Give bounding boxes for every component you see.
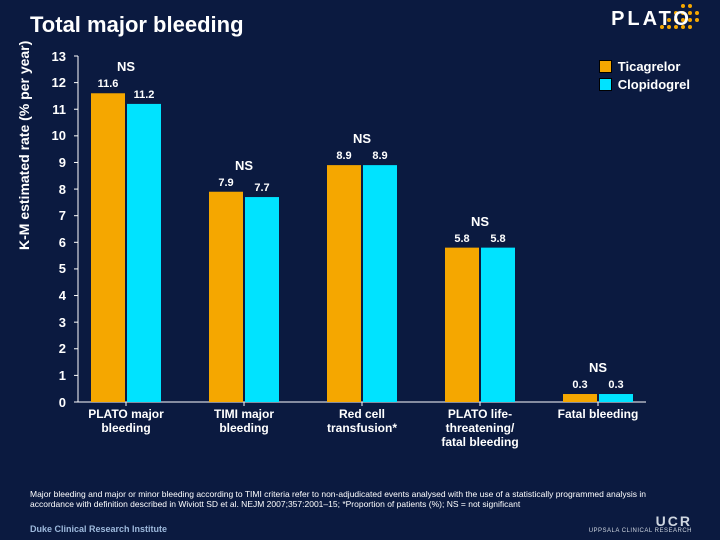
y-tick-label: 2: [48, 341, 66, 356]
footnote: Major bleeding and major or minor bleedi…: [30, 490, 690, 510]
ns-label: NS: [235, 158, 253, 173]
y-tick-label: 6: [48, 235, 66, 250]
y-tick-label: 7: [48, 208, 66, 223]
y-axis-label: K-M estimated rate (% per year): [16, 41, 32, 250]
ns-label: NS: [117, 59, 135, 74]
y-tick-label: 13: [48, 49, 66, 64]
ucr-logo-text: UCR: [589, 514, 692, 528]
slide: Total major bleeding PLATO K-M estimated…: [0, 0, 720, 540]
bar-value-label: 11.2: [134, 89, 155, 101]
bar-value-label: 11.6: [98, 78, 119, 90]
category-label: PLATO life- threatening/ fatal bleeding: [424, 408, 536, 449]
y-tick-label: 3: [48, 315, 66, 330]
chart-area: [68, 50, 656, 452]
ns-label: NS: [589, 360, 607, 375]
category-label: PLATO major bleeding: [70, 408, 182, 436]
bar-value-label: 5.8: [490, 233, 505, 245]
chart-svg: [68, 50, 656, 452]
category-label: Red cell transfusion*: [306, 408, 418, 436]
ns-label: NS: [353, 131, 371, 146]
category-label: Fatal bleeding: [542, 408, 654, 422]
y-tick-label: 5: [48, 261, 66, 276]
bar-value-label: 0.3: [572, 379, 587, 391]
bar-value-label: 7.7: [254, 182, 269, 194]
y-tick-label: 0: [48, 395, 66, 410]
bar-value-label: 7.9: [218, 177, 233, 189]
duke-logo: Duke Clinical Research Institute: [30, 524, 167, 534]
y-tick-label: 8: [48, 182, 66, 197]
bar-value-label: 0.3: [608, 379, 623, 391]
plato-logo: PLATO: [611, 8, 692, 31]
y-tick-label: 12: [48, 75, 66, 90]
y-tick-label: 9: [48, 155, 66, 170]
bar-value-label: 8.9: [336, 150, 351, 162]
ucr-logo: UCR UPPSALA CLINICAL RESEARCH: [589, 514, 692, 534]
y-tick-label: 11: [48, 102, 66, 117]
bar-value-label: 8.9: [372, 150, 387, 162]
y-tick-label: 4: [48, 288, 66, 303]
y-tick-label: 1: [48, 368, 66, 383]
ns-label: NS: [471, 214, 489, 229]
duke-logo-text: Duke Clinical Research Institute: [30, 524, 167, 534]
y-tick-label: 10: [48, 128, 66, 143]
category-label: TIMI major bleeding: [188, 408, 300, 436]
ucr-logo-sub: UPPSALA CLINICAL RESEARCH: [589, 528, 692, 534]
slide-title: Total major bleeding: [30, 12, 244, 38]
bar-value-label: 5.8: [454, 233, 469, 245]
